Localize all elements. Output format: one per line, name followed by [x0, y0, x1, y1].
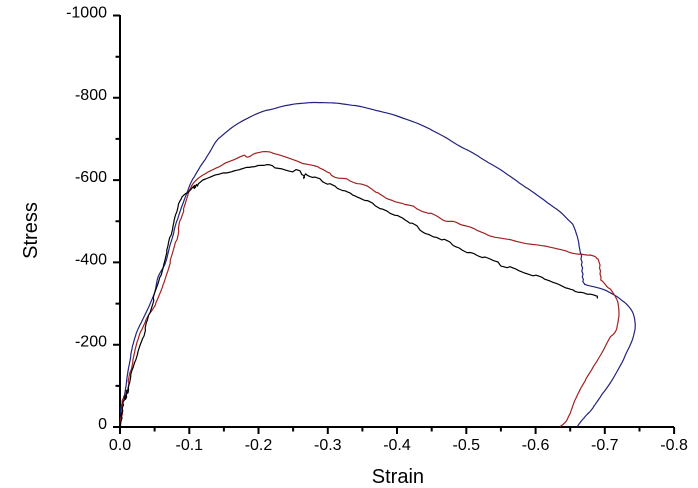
svg-text:0.0: 0.0	[109, 437, 131, 454]
svg-text:-0.4: -0.4	[383, 437, 411, 454]
svg-text:Strain: Strain	[372, 466, 424, 488]
svg-text:-0.1: -0.1	[176, 437, 204, 454]
svg-text:-400: -400	[75, 251, 107, 268]
svg-text:-0.8: -0.8	[660, 437, 688, 454]
svg-text:-200: -200	[75, 334, 107, 351]
svg-text:0: 0	[98, 416, 107, 433]
svg-text:-0.5: -0.5	[453, 437, 481, 454]
svg-text:-0.7: -0.7	[591, 437, 619, 454]
svg-text:-0.6: -0.6	[522, 437, 550, 454]
svg-text:-0.3: -0.3	[314, 437, 342, 454]
svg-text:Stress: Stress	[20, 202, 42, 259]
svg-text:-600: -600	[75, 169, 107, 186]
svg-text:-800: -800	[75, 87, 107, 104]
svg-text:-1000: -1000	[66, 5, 107, 22]
svg-text:-0.2: -0.2	[245, 437, 273, 454]
